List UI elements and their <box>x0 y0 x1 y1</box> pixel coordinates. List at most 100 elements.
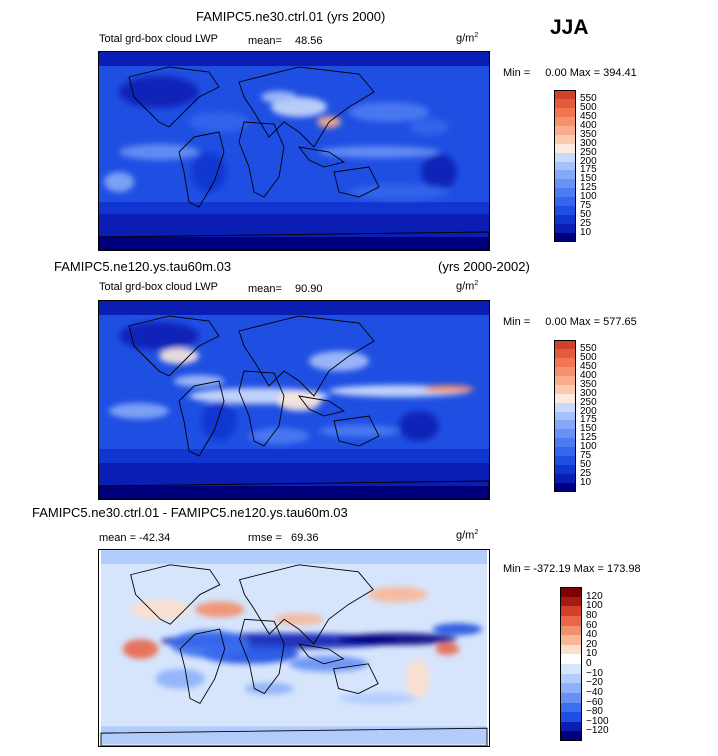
panel3-field-patch <box>405 658 430 699</box>
panel1-case: FAMIPC5.ne30.ctrl.01 <box>196 9 324 24</box>
panel3-latitude-band <box>100 703 488 724</box>
panel3-field-patch <box>170 630 250 658</box>
panel2-colorbar-cell <box>554 393 576 403</box>
panel1-field-patch <box>119 144 199 160</box>
panel1-colorbar-cell <box>554 98 576 108</box>
panel3-field-patch <box>130 599 191 620</box>
panel1-min-label: Min = <box>503 67 531 79</box>
panel3-max-value: 173.98 <box>606 563 641 575</box>
panel1-colorbar-tick: 125 <box>580 182 597 194</box>
panel3-field-patch <box>122 639 159 659</box>
panel2-colorbar-tick: 50 <box>580 459 592 471</box>
panel2-coastline <box>99 480 489 499</box>
panel2-field-patch <box>424 385 474 393</box>
panel1-colorbar-tick: 200 <box>580 155 597 167</box>
panel1-max-label: Max = <box>569 67 601 79</box>
panel3-colorbar-cell <box>560 664 582 674</box>
panel1-coastline <box>128 66 220 128</box>
panel3-field <box>100 550 488 746</box>
panel1-field-patch <box>189 112 249 132</box>
panel2-field <box>99 301 489 499</box>
panel1-units-base: g/m <box>456 32 475 45</box>
panel2-field-patch <box>159 348 199 364</box>
panel1-colorbar-tick: 550 <box>580 92 597 104</box>
panel1-units: g/m2 <box>456 32 478 45</box>
panel1-colorbar-cell <box>554 206 576 216</box>
panel2-coastline <box>238 370 285 447</box>
panel1-variable: Total grd-box cloud LWP <box>99 33 219 45</box>
panel3-colorbar-tick: −10 <box>586 667 603 679</box>
panel1-field-patch <box>261 91 297 103</box>
panel3-colorbar-tick: −20 <box>586 677 603 689</box>
panel2-field-patch <box>319 425 399 437</box>
panel2-field-patch <box>201 401 237 441</box>
panel2-colorbar-cell <box>554 357 576 367</box>
panel1-coastline <box>178 131 225 208</box>
panel1-latitude-band <box>99 202 489 214</box>
panel1-colorbar-cell <box>554 179 576 189</box>
panel2-colorbar-tick: 175 <box>580 414 597 426</box>
panel1-field-patch <box>349 102 429 122</box>
panel1-years: (yrs 2000) <box>326 9 386 24</box>
panel3-colorbar-cell <box>560 587 582 597</box>
panel2-colorbar-tick: 250 <box>580 396 597 408</box>
panel2-latitude-band <box>99 301 489 315</box>
panel3-colorbar-cell <box>560 625 582 636</box>
panel2-min-value: 0.00 <box>545 316 567 328</box>
panel2-colorbar-tick: 350 <box>580 378 597 390</box>
panel2-minmax: Min = 0.00 Max = 577.65 <box>503 316 637 328</box>
panel3-colorbar-tick: −120 <box>586 725 609 737</box>
panel1-mean-label: mean= <box>248 35 282 47</box>
panel2-coastline <box>333 415 380 447</box>
panel3-colorbar-tick: −80 <box>586 706 603 718</box>
panel3-coastline <box>239 618 285 695</box>
panel3-min-value: -372.19 <box>533 563 571 575</box>
panel2-colorbar-cell <box>554 402 576 412</box>
panel3-mean-value: -42.34 <box>139 532 171 544</box>
panel2-colorbar-cell <box>554 340 576 349</box>
panel1-colorbar-tick: 150 <box>580 173 597 185</box>
panel2-max-value: 577.65 <box>603 316 637 328</box>
panel2-colorbar-tick: 100 <box>580 441 597 453</box>
panel3-latitude-band <box>100 726 488 745</box>
panel1-colorbar-tick: 175 <box>580 164 597 176</box>
panel1-colorbar-cell <box>554 161 576 171</box>
panel1-colorbar-tick: 350 <box>580 128 597 140</box>
panel3-colorbar-cell <box>560 596 582 607</box>
panel3-colorbar-tick: 120 <box>586 590 603 602</box>
panel1-colorbar-tick: 100 <box>580 191 597 203</box>
panel1-mean-value: 48.56 <box>295 35 323 47</box>
panel2-map <box>98 300 490 500</box>
panel1-map <box>98 51 490 251</box>
panel3-colorbar-tick: 100 <box>586 600 603 612</box>
panel1-colorbar-tick: 75 <box>580 200 592 212</box>
panel2-mean-value: 90.90 <box>295 283 323 295</box>
panel3-minmax: Min = -372.19 Max = 173.98 <box>503 563 641 575</box>
panel2-colorbar-tick: 550 <box>580 342 597 354</box>
panel1-colorbar-cell <box>554 134 576 144</box>
panel3-case: FAMIPC5.ne30.ctrl.01 - FAMIPC5.ne120.ys.… <box>32 505 348 520</box>
panel1-colorbar-cell <box>554 215 576 225</box>
panel3-coastline <box>238 564 374 645</box>
panel2-colorbar-cell <box>554 465 576 475</box>
panel3-colorbar-cell <box>560 731 582 741</box>
panel1-coastline <box>333 166 380 198</box>
panel1-colorbar-tick: 450 <box>580 110 597 122</box>
panel2-colorbar-tick: 500 <box>580 351 597 363</box>
panel3-field-patch <box>289 655 369 672</box>
panel1-colorbar-tick: 25 <box>580 218 592 230</box>
panel1-colorbar-cell <box>554 233 576 242</box>
panel2-field-patch <box>399 411 439 441</box>
panel2-years: (yrs 2000-2002) <box>438 259 530 274</box>
panel1-colorbar-cell <box>554 188 576 198</box>
panel1-coastline <box>238 121 285 198</box>
panel3-field-patch <box>244 682 294 695</box>
panel1-field <box>99 52 489 250</box>
panel3-colorbar-tick: 80 <box>586 609 598 621</box>
panel3-latitude-band <box>100 550 488 564</box>
panel3-coastline <box>297 643 345 665</box>
panel3-field-patch <box>274 613 324 626</box>
panel3-colorbar-tick: 20 <box>586 638 598 650</box>
panel3-field-patch <box>368 586 428 603</box>
panel1-colorbar-tick: 250 <box>580 146 597 158</box>
